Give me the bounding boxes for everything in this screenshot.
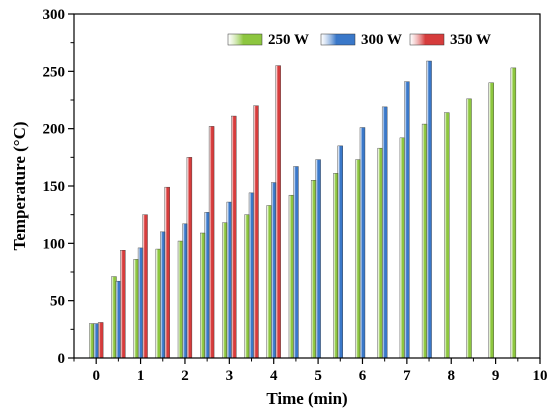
x-tick-label: 9	[492, 368, 500, 384]
legend-label-300w: 300 W	[361, 32, 402, 48]
x-tick-label: 4	[270, 368, 278, 384]
bar-300w-13	[381, 106, 388, 359]
bar-350w-8	[275, 65, 281, 359]
bar-350w-7	[253, 105, 259, 359]
bar-350w-4	[186, 157, 193, 359]
bar-250w-17	[466, 98, 472, 359]
x-tick-label: 0	[92, 368, 100, 384]
bar-300w-11	[337, 145, 343, 359]
bar-350w-0	[97, 322, 104, 359]
bar-250w-19	[510, 67, 517, 359]
y-tick-label: 0	[58, 351, 66, 367]
bar-300w-9	[293, 166, 299, 359]
bar-300w-15	[426, 60, 432, 359]
bar-350w-2	[142, 214, 148, 359]
bar-300w-12	[359, 127, 366, 359]
x-tick-label: 10	[533, 368, 548, 384]
bar-350w-6	[231, 115, 237, 359]
x-tick-label: 6	[359, 368, 367, 384]
y-tick-label: 250	[43, 64, 66, 80]
legend-swatch-300w	[320, 33, 356, 46]
bar-300w-14	[404, 81, 410, 359]
x-axis-title: Time (min)	[266, 389, 347, 408]
legend-swatch-250w	[227, 33, 263, 46]
x-tick-label: 7	[403, 368, 411, 384]
y-tick-label: 200	[43, 122, 66, 138]
bar-350w-5	[208, 126, 215, 359]
x-tick-label: 1	[137, 368, 145, 384]
y-tick-label: 150	[43, 179, 66, 195]
x-tick-label: 2	[181, 368, 189, 384]
y-tick-label: 50	[50, 294, 65, 310]
bar-300w-10	[315, 159, 321, 359]
legend-label-250w: 250 W	[268, 32, 309, 48]
x-tick-label: 5	[314, 368, 322, 384]
x-tick-label: 8	[447, 368, 455, 384]
bar-350w-1	[120, 250, 126, 359]
x-tick-label: 3	[226, 368, 234, 384]
y-tick-label: 100	[43, 236, 66, 252]
legend-swatch-350w	[409, 33, 445, 46]
y-tick-label: 300	[43, 7, 66, 23]
legend: 250 W 300 W 350 W	[227, 32, 491, 48]
legend-label-350w: 350 W	[450, 32, 491, 48]
bar-250w-18	[488, 82, 494, 359]
bar-250w-16	[444, 112, 450, 359]
y-axis-title: Temperature (°C)	[10, 121, 29, 250]
bar-350w-3	[164, 186, 170, 359]
bars-layer	[89, 60, 517, 359]
